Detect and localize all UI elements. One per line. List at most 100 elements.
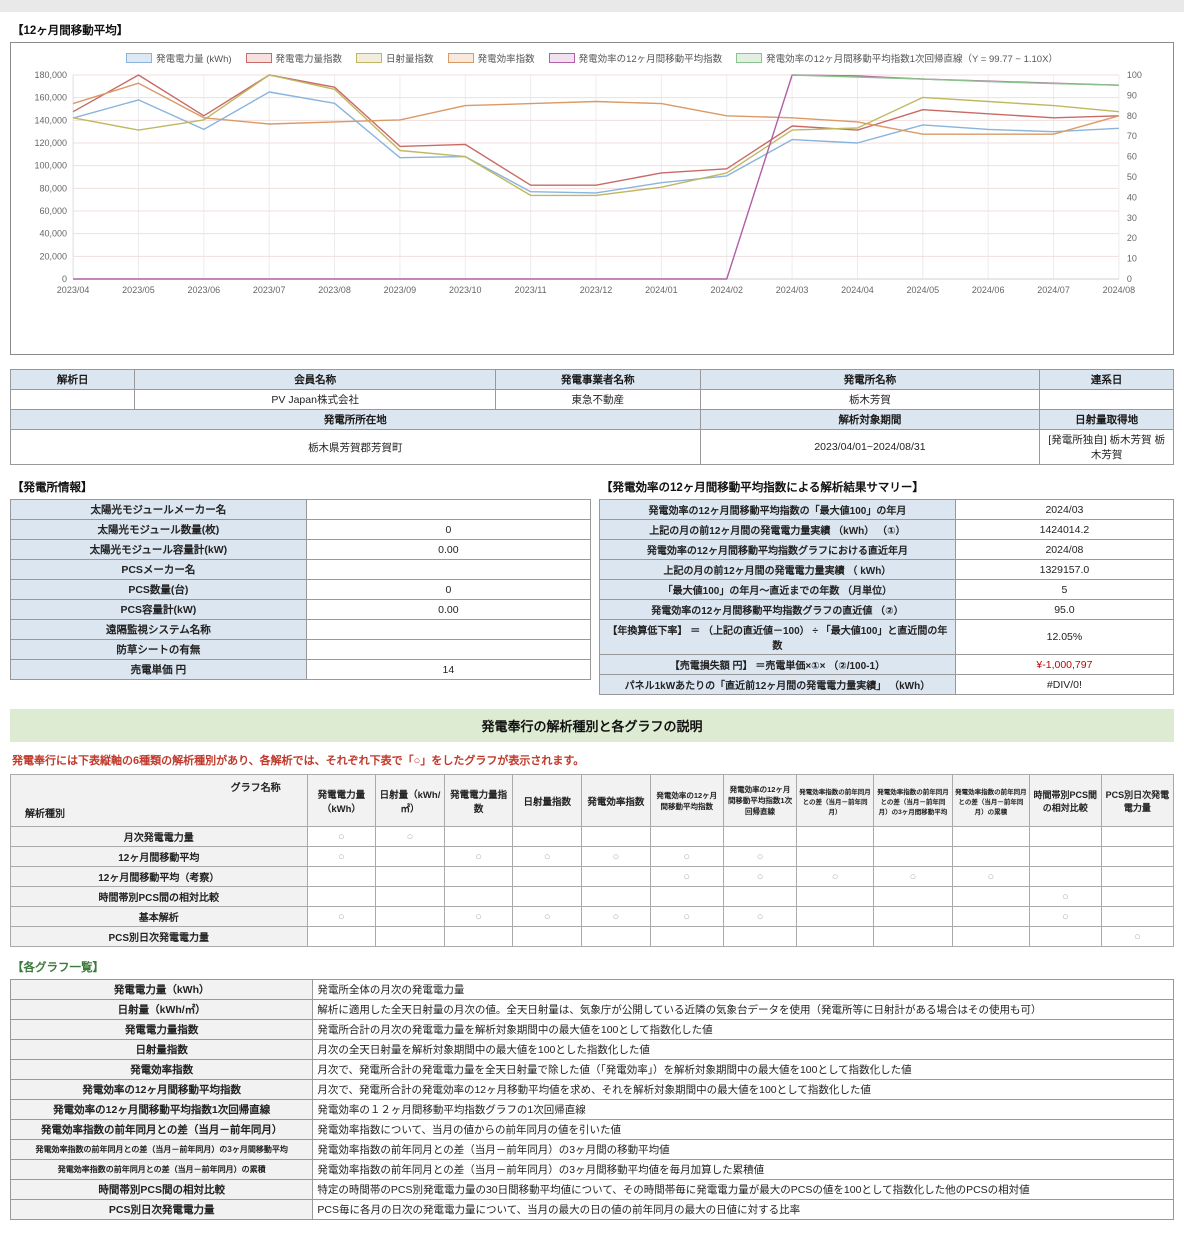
summary-value: 2024/08 [954,539,1175,560]
matrix-mark-cell [796,906,874,927]
graph-list-term: 時間帯別PCS間の相対比較 [9,1179,314,1200]
matrix-mark-cell [375,926,445,947]
matrix-mark-cell [872,926,953,947]
matrix-mark-cell [1100,866,1175,887]
legend-swatch [447,53,474,63]
matrix-mark-cell [722,886,798,907]
summary-row: 上記の月の前12ヶ月間の発電電力量実績 （kWh） （①） 1424014.2 [598,519,1175,540]
matrix-mark-cell: ○ [649,846,724,867]
legend-swatch [356,53,383,63]
summary-row: 【年換算低下率】 ＝ （上記の直近値－100） ÷ 「最大値100」と直近間の年… [598,619,1175,655]
svg-text:2023/09: 2023/09 [384,285,417,295]
svg-text:160,000: 160,000 [35,93,68,103]
matrix-row-label: 12ヶ月間移動平均 [10,846,308,867]
plant-info-value: 0 [305,519,591,540]
matrix-mark-cell: ○ [443,846,514,867]
graph-list-description: 月次で、発電所合計の発電電力量を全天日射量で除した値（「発電効率」）を解析対象期… [312,1059,1174,1080]
svg-text:20,000: 20,000 [40,251,68,261]
plant-info-row: PCS容量計(kW) 0.00 [10,599,591,620]
col-header-plant-name: 発電所名称 [699,369,1041,390]
summary-label: 発電効率の12ヶ月間移動平均指数グラフの直近値 （②） [598,599,956,620]
matrix-mark-cell [1028,826,1102,847]
analysis-date-value [9,389,136,410]
graph-list-row: 発電効率の12ヶ月間移動平均指数1次回帰直線 発電効率の１２ヶ月間移動平均指数グラ… [9,1099,1174,1120]
matrix-column-header: 日射量（kWh/㎡） [375,774,445,827]
summary-row: 【売電損失額 円】 ＝売電単価×①× （②/100-1） ¥-1,000,797 [598,654,1175,675]
summary-title: 【発電効率の12ヶ月間移動平均指数による解析結果サマリー】 [600,482,924,494]
plant-info-value: 0.00 [305,599,591,620]
matrix-mark-cell [581,926,651,947]
svg-text:2023/05: 2023/05 [122,285,155,295]
svg-text:2024/05: 2024/05 [907,285,940,295]
matrix-mark-cell: ○ [306,906,377,927]
legend-item: 発電電力量指数 [245,51,342,65]
graph-list-term: 発電効率の12ヶ月間移動平均指数1次回帰直線 [9,1099,314,1120]
col-header-member-name: 会員名称 [134,369,496,390]
summary-value: 1424014.2 [954,519,1175,540]
plant-info-label: PCSメーカー名 [10,559,307,580]
matrix-column-header: 発電効率の12ヶ月間移動平均指数 [649,774,724,827]
graph-list-description: 発電効率指数の前年同月との差（当月－前年同月）の3ヶ月間の移動平均値 [312,1139,1174,1160]
legend-item: 発電効率の12ヶ月間移動平均指数1次回帰直線（Y = 99.77 − 1.10X… [736,51,1058,65]
matrix-mark-cell [306,926,377,947]
matrix-mark-cell [443,826,514,847]
graph-list-description: 発電所合計の月次の発電電力量を解析対象期間中の最大値を100として指数化した値 [312,1019,1174,1040]
plant-info-label: PCS数量(台) [10,579,307,600]
matrix-mark-cell: ○ [1028,886,1102,907]
legend-swatch [245,53,272,63]
plant-location-value: 栃木県芳賀郡芳賀町 [10,429,701,465]
matrix-mark-cell [306,866,377,887]
matrix-row: 月次発電電力量 ○ ○ [10,826,1175,847]
svg-text:70: 70 [1127,131,1137,141]
col-header-analysis-date: 解析日 [9,369,136,390]
svg-text:180,000: 180,000 [35,70,68,80]
graph-list-description: 発電所全体の月次の発電電力量 [312,979,1174,1000]
svg-text:2023/10: 2023/10 [449,285,482,295]
analysis-type-graph-matrix: グラフ名称 解析種別 発電電力量（kWh） 日射量（kWh/㎡） 発電電力量指数 日射… [10,774,1175,947]
summary-value: ¥-1,000,797 [954,654,1175,675]
plant-info-label: 防草シートの有無 [10,639,307,660]
member-name-value: PV Japan株式会社 [134,389,496,410]
matrix-mark-cell: ○ [512,906,583,927]
legend-item: 発電電力量 (kWh) [126,51,232,65]
matrix-mark-cell: ○ [649,866,724,887]
plant-info-label: 太陽光モジュール数量(枚) [10,519,307,540]
legend-item: 日射量指数 [356,51,434,65]
svg-text:2024/04: 2024/04 [841,285,874,295]
svg-text:2023/12: 2023/12 [580,285,613,295]
graph-list-description: 解析に適用した全天日射量の月次の値。全天日射量は、気象庁が公開している近隣の気象… [312,999,1174,1020]
svg-text:2023/08: 2023/08 [318,285,351,295]
summary-label: 上記の月の前12ヶ月間の発電電力量実績 （ kWh） [598,559,956,580]
plant-info-label: 遠隔監視システム名称 [10,619,307,640]
graph-list-row: PCS別日次発電電力量 PCS毎に各月の日次の発電電力量について、当月の最大の日の… [9,1199,1174,1220]
plant-info-row: 遠隔監視システム名称 [10,619,591,640]
matrix-row-label: PCS別日次発電電力量 [10,926,308,947]
svg-text:40: 40 [1127,192,1137,202]
graph-list-description: PCS毎に各月の日次の発電電力量について、当月の最大の日の値の前年同月の最大の日… [312,1199,1174,1220]
svg-text:60,000: 60,000 [40,206,68,216]
matrix-mark-cell [443,926,514,947]
svg-text:140,000: 140,000 [35,115,68,125]
graph-list-term: 発電電力量（kWh） [9,979,314,1000]
plant-info-row: PCSメーカー名 [10,559,591,580]
matrix-mark-cell [1100,906,1175,927]
matrix-column-header: 発電効率指数 [581,774,651,827]
svg-text:2024/03: 2024/03 [776,285,809,295]
graph-list-row: 発電電力量指数 発電所合計の月次の発電電力量を解析対象期間中の最大値を100として… [9,1019,1174,1040]
matrix-mark-cell [796,846,874,867]
col-header-irradiance-site: 日射量取得地 [1039,409,1174,430]
matrix-corner-cell: グラフ名称 解析種別 [10,774,308,827]
graph-list-term: 発電効率の12ヶ月間移動平均指数 [9,1079,314,1100]
matrix-mark-cell: ○ [649,906,724,927]
legend-label: 発電効率の12ヶ月間移動平均指数 [578,54,723,65]
plant-info-row: PCS数量(台) 0 [10,579,591,600]
plant-info-label: 太陽光モジュール容量計(kW) [10,539,307,560]
matrix-column-header: PCS別日次発電電力量 [1100,774,1175,827]
matrix-mark-cell [796,926,874,947]
summary-label: 【年換算低下率】 ＝ （上記の直近値－100） ÷ 「最大値100」と直近間の年… [598,619,956,655]
matrix-mark-cell: ○ [443,906,514,927]
matrix-mark-cell [951,886,1030,907]
svg-text:2023/04: 2023/04 [57,285,90,295]
matrix-mark-cell: ○ [951,866,1030,887]
svg-text:100: 100 [1127,70,1142,80]
